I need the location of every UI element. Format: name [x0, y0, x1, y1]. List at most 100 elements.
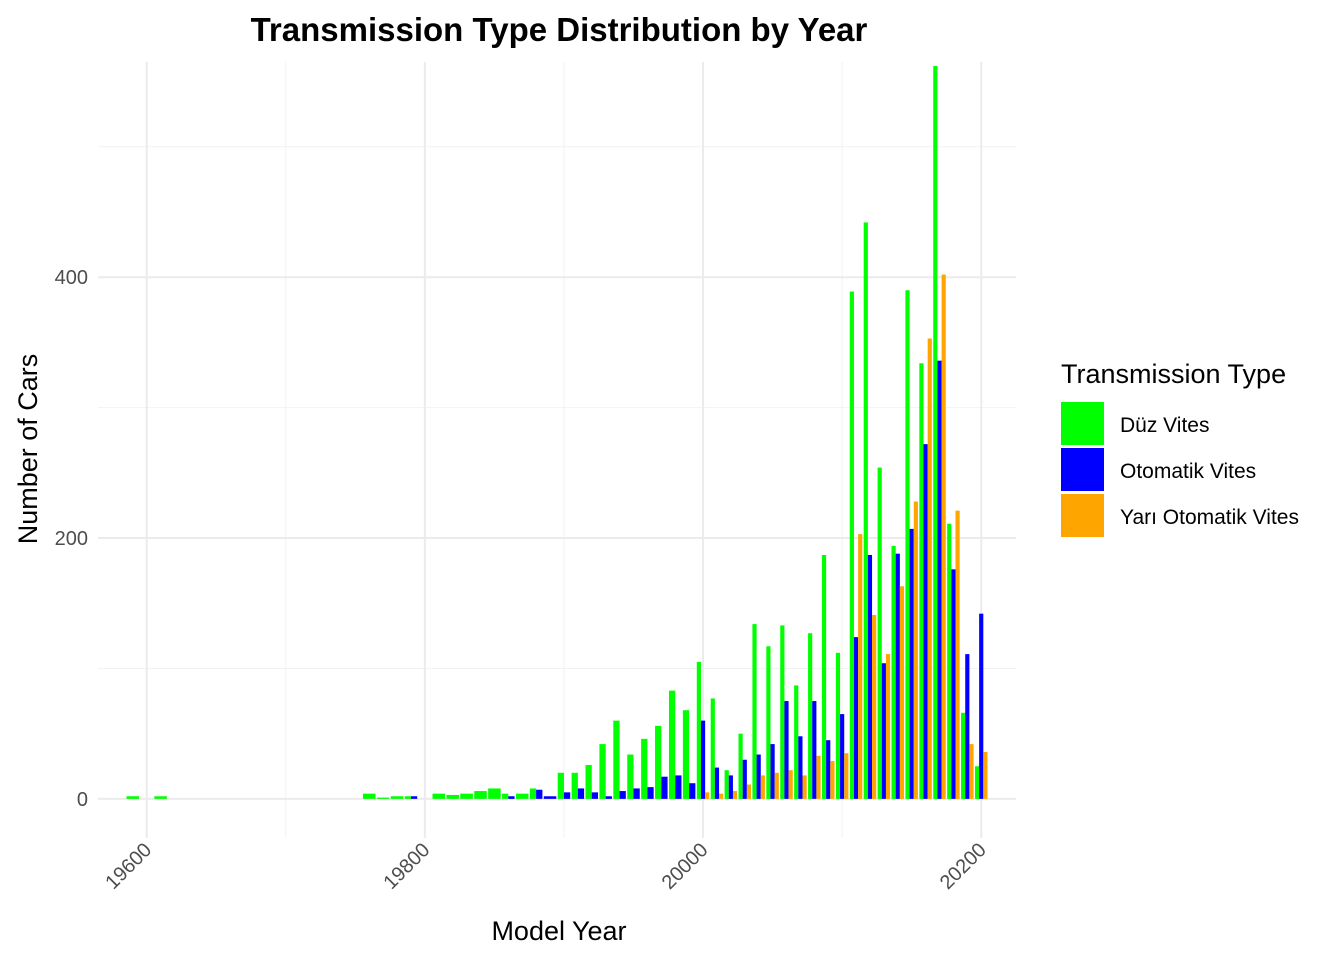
bar: [835, 652, 841, 799]
bar: [705, 792, 710, 799]
bar: [756, 754, 761, 799]
bar: [770, 744, 775, 799]
bar: [965, 654, 970, 799]
x-tick-label: 20200: [936, 839, 991, 894]
bar: [668, 690, 676, 799]
bar: [446, 794, 459, 799]
legend-key: [1061, 402, 1104, 445]
bar: [655, 725, 662, 799]
bar: [760, 775, 765, 799]
bar: [812, 701, 817, 799]
bar: [774, 772, 779, 799]
bar: [881, 663, 886, 799]
bar: [808, 633, 813, 799]
bar: [508, 796, 515, 799]
bar: [700, 720, 706, 799]
bar: [913, 501, 918, 799]
bar: [872, 614, 877, 799]
y-tick-label: 200: [55, 528, 88, 550]
bar: [961, 712, 966, 799]
bar: [543, 796, 557, 799]
bar: [784, 701, 789, 799]
bar: [710, 698, 715, 799]
bar: [937, 360, 942, 799]
bar: [719, 793, 724, 799]
legend-label: Yarı Otomatik Vites: [1120, 506, 1299, 529]
bar: [474, 791, 487, 799]
bar: [404, 796, 411, 799]
bar: [633, 788, 640, 799]
bar: [752, 624, 757, 799]
legend-title: Transmission Type: [1061, 359, 1286, 389]
bar: [563, 792, 571, 799]
bar: [941, 274, 946, 799]
bar: [899, 586, 905, 799]
bar: [905, 290, 910, 799]
legend-key: [1061, 494, 1104, 537]
bar: [714, 767, 720, 799]
bar: [557, 772, 564, 799]
bar: [766, 646, 771, 799]
x-axis-ticks: 19600 19800 20000 20200: [101, 839, 990, 894]
bar: [738, 733, 743, 799]
bar: [675, 775, 682, 799]
bar: [154, 796, 167, 799]
bar: [126, 796, 140, 799]
bar: [794, 685, 799, 799]
bar: [647, 787, 654, 799]
x-tick-label: 19600: [101, 839, 156, 894]
bar: [515, 793, 529, 799]
bar: [853, 637, 859, 799]
bar: [432, 793, 446, 799]
bar: [826, 740, 831, 799]
bar: [529, 788, 537, 799]
bar: [849, 291, 854, 799]
bar: [696, 661, 701, 799]
bar: [863, 222, 868, 799]
legend-label: Otomatik Vites: [1120, 460, 1256, 483]
bar: [746, 784, 752, 799]
bar: [728, 775, 733, 799]
bar: [488, 788, 501, 799]
bar: [951, 569, 956, 799]
bar: [933, 65, 938, 799]
bar: [362, 793, 376, 799]
bar: [816, 755, 821, 799]
bar: [821, 554, 827, 799]
bar: [895, 553, 900, 799]
bar: [947, 523, 952, 799]
bar: [840, 714, 845, 799]
bar: [788, 770, 793, 799]
bar: [619, 791, 626, 799]
bar: [909, 528, 914, 799]
y-tick-label: 0: [77, 789, 88, 811]
y-tick-label: 400: [55, 267, 88, 289]
x-tick-label: 20000: [658, 839, 713, 894]
bar: [798, 736, 803, 799]
bar: [877, 467, 882, 799]
bar: [844, 753, 849, 799]
bar: [613, 720, 620, 799]
bar: [571, 772, 578, 799]
bar: [885, 654, 891, 799]
bar: [390, 796, 404, 799]
bar: [830, 761, 835, 799]
bar: [732, 791, 738, 799]
bar: [724, 770, 729, 799]
legend-label: Düz Vites: [1120, 414, 1210, 437]
x-tick-label: 19800: [380, 839, 435, 894]
bar: [536, 789, 543, 799]
y-axis-title: Number of Cars: [13, 354, 43, 545]
bar: [591, 792, 599, 799]
bar: [585, 764, 592, 799]
bar: [641, 738, 648, 799]
legend: Transmission Type Düz Vites Otomatik Vite…: [1061, 359, 1299, 537]
bar: [927, 338, 932, 799]
bar: [780, 625, 785, 799]
bar: [410, 796, 418, 799]
bar: [955, 510, 960, 799]
x-axis-title: Model Year: [491, 916, 626, 946]
chart-title: Transmission Type Distribution by Year: [251, 11, 868, 48]
bar: [891, 545, 896, 799]
